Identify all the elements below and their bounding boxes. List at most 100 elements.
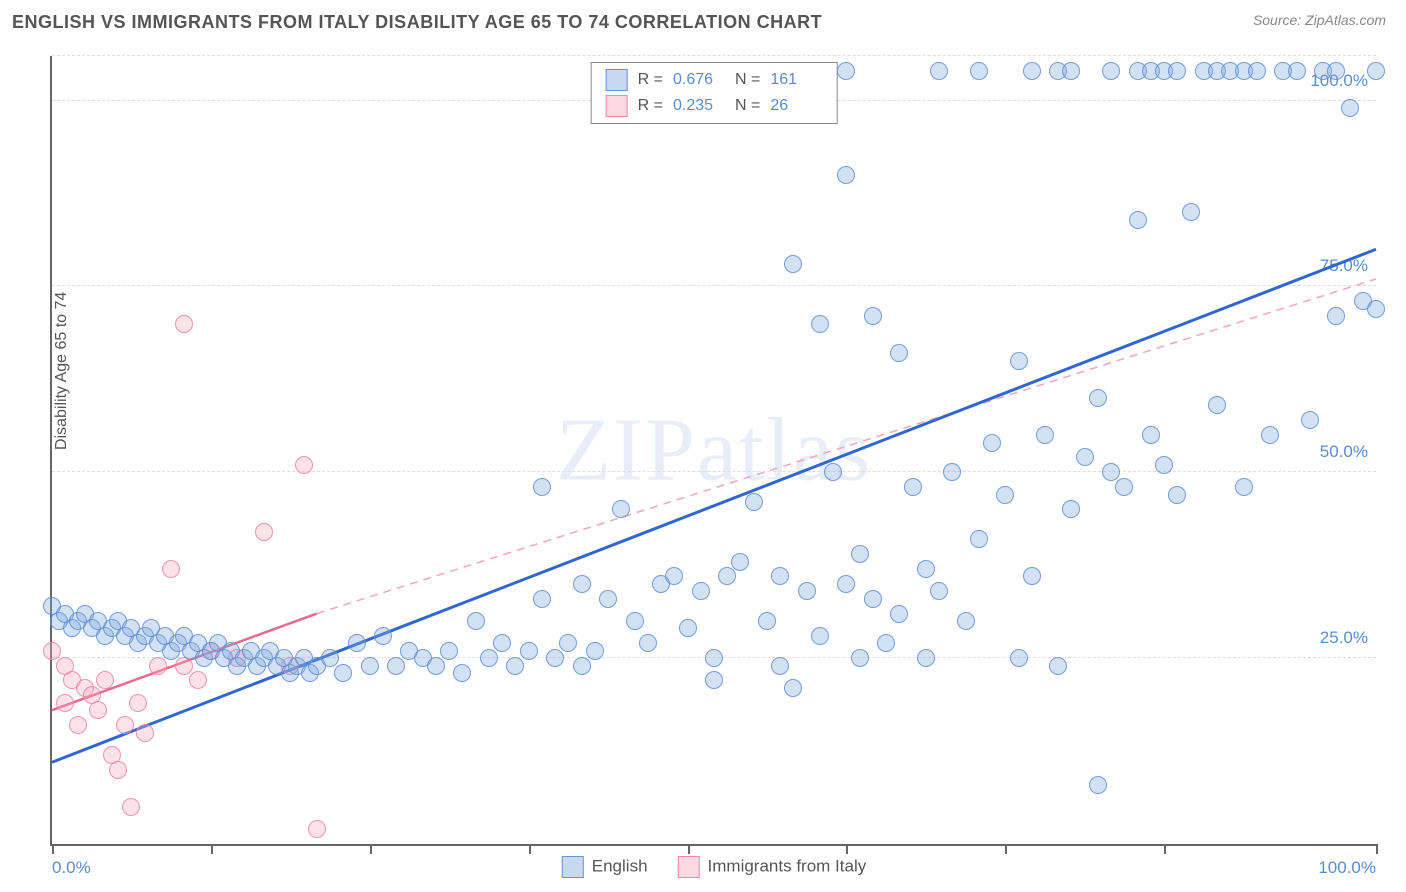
x-tick (370, 844, 372, 854)
scatter-point-b (96, 671, 114, 689)
scatter-point-a (1023, 567, 1041, 585)
legend-n-value-italy: 26 (770, 97, 822, 115)
legend-r-label: R = (638, 97, 663, 115)
scatter-point-a (745, 493, 763, 511)
scatter-point-a (943, 463, 961, 481)
scatter-point-a (890, 605, 908, 623)
scatter-point-a (1076, 448, 1094, 466)
scatter-point-a (1142, 426, 1160, 444)
scatter-point-a (573, 657, 591, 675)
scatter-point-a (1248, 62, 1266, 80)
x-tick (846, 844, 848, 854)
legend-row-english: R = 0.676 N = 161 (592, 67, 837, 93)
scatter-point-a (1010, 352, 1028, 370)
x-tick (1376, 844, 1378, 854)
scatter-point-a (864, 590, 882, 608)
scatter-point-a (798, 582, 816, 600)
scatter-point-a (533, 590, 551, 608)
legend-label-italy: Immigrants from Italy (708, 856, 867, 875)
source-attribution: Source: ZipAtlas.com (1253, 12, 1386, 28)
scatter-point-a (731, 553, 749, 571)
scatter-point-a (957, 612, 975, 630)
x-tick-label: 100.0% (1318, 858, 1376, 878)
scatter-point-a (837, 62, 855, 80)
scatter-point-a (771, 657, 789, 675)
correlation-legend: R = 0.676 N = 161 R = 0.235 N = 26 (591, 62, 838, 124)
scatter-point-a (348, 634, 366, 652)
legend-r-value-italy: 0.235 (673, 97, 725, 115)
scatter-point-a (824, 463, 842, 481)
scatter-point-a (374, 627, 392, 645)
scatter-point-b (136, 724, 154, 742)
scatter-point-b (162, 560, 180, 578)
gridline (52, 285, 1376, 286)
legend-swatch-italy-icon (678, 856, 700, 878)
scatter-point-a (851, 545, 869, 563)
x-tick (1164, 844, 1166, 854)
series-legend: English Immigrants from Italy (562, 856, 866, 878)
scatter-point-a (612, 500, 630, 518)
scatter-point-b (189, 671, 207, 689)
scatter-point-a (1089, 389, 1107, 407)
scatter-point-a (679, 619, 697, 637)
scatter-point-a (784, 255, 802, 273)
scatter-point-a (1327, 307, 1345, 325)
scatter-point-a (1168, 62, 1186, 80)
scatter-point-a (639, 634, 657, 652)
legend-swatch-english (606, 69, 628, 91)
scatter-point-a (334, 664, 352, 682)
scatter-point-a (890, 344, 908, 362)
scatter-point-a (1288, 62, 1306, 80)
scatter-point-a (1062, 62, 1080, 80)
scatter-point-b (43, 642, 61, 660)
scatter-point-a (1036, 426, 1054, 444)
scatter-point-a (586, 642, 604, 660)
scatter-point-a (811, 627, 829, 645)
scatter-point-a (493, 634, 511, 652)
scatter-point-a (930, 62, 948, 80)
scatter-point-b (175, 315, 193, 333)
scatter-point-a (996, 486, 1014, 504)
scatter-point-a (917, 649, 935, 667)
scatter-point-a (784, 679, 802, 697)
y-axis-label: Disability Age 65 to 74 (53, 292, 71, 450)
y-tick-label: 50.0% (1320, 442, 1368, 462)
scatter-point-b (122, 798, 140, 816)
legend-n-value-english: 161 (770, 71, 822, 89)
scatter-point-a (811, 315, 829, 333)
gridline (52, 471, 1376, 472)
scatter-point-a (599, 590, 617, 608)
scatter-point-a (1235, 478, 1253, 496)
scatter-point-a (1115, 478, 1133, 496)
scatter-point-b (116, 716, 134, 734)
scatter-point-a (1102, 463, 1120, 481)
source-prefix: Source: (1253, 12, 1305, 28)
y-tick-label: 75.0% (1320, 256, 1368, 276)
scatter-point-b (129, 694, 147, 712)
scatter-point-a (467, 612, 485, 630)
legend-n-label: N = (735, 97, 760, 115)
scatter-point-a (1367, 62, 1385, 80)
scatter-point-b (255, 523, 273, 541)
scatter-point-a (361, 657, 379, 675)
scatter-point-a (1341, 99, 1359, 117)
legend-row-italy: R = 0.235 N = 26 (592, 93, 837, 119)
scatter-point-b (295, 456, 313, 474)
legend-swatch-english-icon (562, 856, 584, 878)
scatter-point-a (758, 612, 776, 630)
scatter-point-a (1049, 657, 1067, 675)
scatter-point-a (1129, 211, 1147, 229)
scatter-point-a (573, 575, 591, 593)
scatter-point-a (440, 642, 458, 660)
scatter-point-a (917, 560, 935, 578)
scatter-point-a (1327, 62, 1345, 80)
scatter-point-a (453, 664, 471, 682)
scatter-point-a (1155, 456, 1173, 474)
scatter-point-a (877, 634, 895, 652)
scatter-point-a (1062, 500, 1080, 518)
scatter-point-b (308, 820, 326, 838)
watermark-text: ZIPatlas (556, 399, 872, 502)
source-name: ZipAtlas.com (1305, 12, 1386, 28)
scatter-point-a (387, 657, 405, 675)
x-tick (211, 844, 213, 854)
